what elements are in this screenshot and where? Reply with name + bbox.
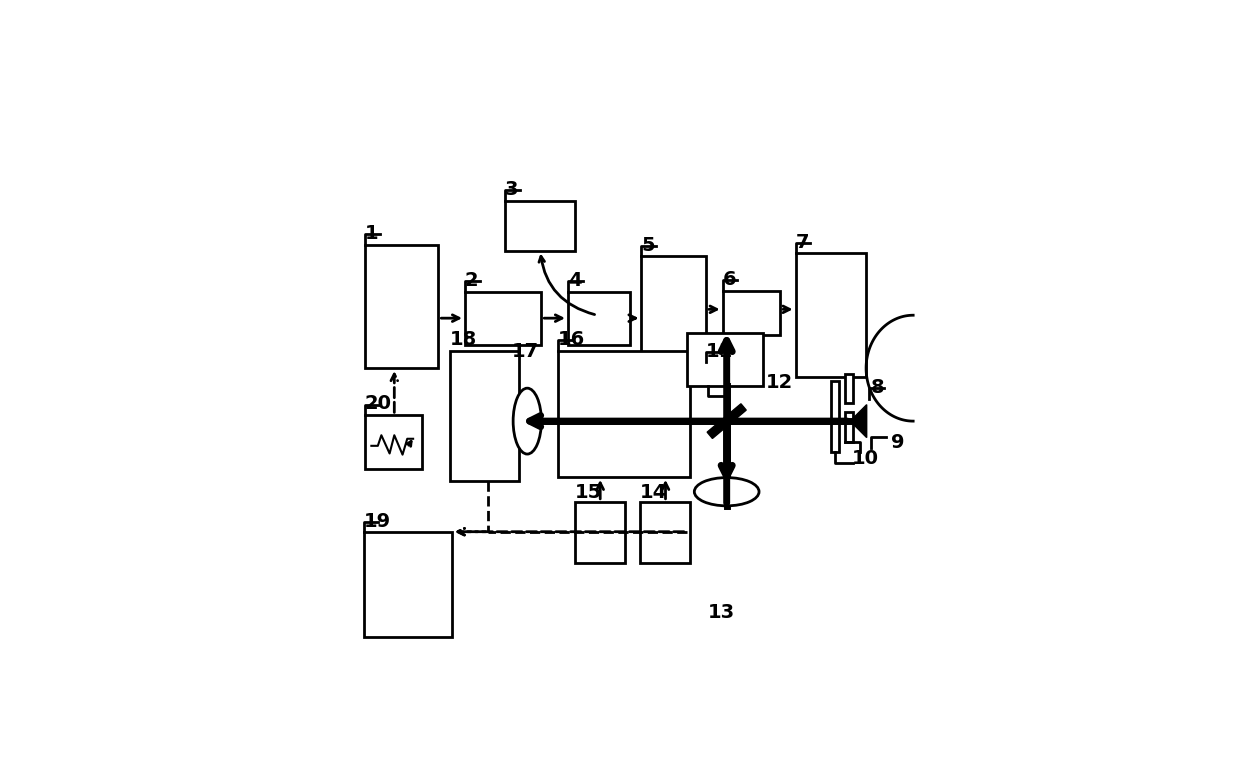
Text: 4: 4	[568, 271, 582, 290]
Bar	[505, 200, 575, 251]
Polygon shape	[851, 405, 867, 438]
Ellipse shape	[513, 388, 542, 454]
Text: 17: 17	[512, 342, 539, 361]
Bar	[450, 351, 520, 481]
Text: 19: 19	[363, 512, 391, 530]
Text: 20: 20	[365, 394, 392, 413]
Text: 2: 2	[465, 271, 479, 290]
Bar	[641, 257, 706, 359]
Text: 12: 12	[766, 373, 794, 392]
Bar	[568, 292, 630, 345]
Text: 6: 6	[723, 270, 737, 289]
Bar	[796, 254, 866, 377]
Text: 15: 15	[575, 483, 603, 502]
Bar	[365, 415, 422, 469]
Bar	[365, 244, 439, 368]
Text: 8: 8	[870, 378, 884, 397]
Text: 14: 14	[640, 483, 667, 502]
Text: 1: 1	[365, 224, 378, 243]
Text: 13: 13	[708, 604, 735, 623]
Bar	[844, 374, 853, 403]
Text: 9: 9	[892, 432, 905, 452]
Text: 5: 5	[641, 235, 655, 254]
Bar	[363, 533, 451, 637]
Text: 16: 16	[558, 330, 585, 348]
Bar	[575, 502, 625, 564]
Bar	[687, 333, 763, 386]
Ellipse shape	[694, 478, 759, 506]
Text: 11: 11	[706, 342, 733, 361]
Bar	[844, 413, 853, 442]
Text: 3: 3	[505, 180, 518, 199]
Bar	[831, 381, 839, 452]
Polygon shape	[707, 404, 746, 439]
Text: 18: 18	[450, 330, 477, 348]
Bar	[465, 292, 542, 345]
Bar	[723, 290, 780, 335]
Bar	[558, 351, 691, 477]
Bar	[640, 502, 691, 564]
Text: 7: 7	[796, 233, 808, 251]
Text: 10: 10	[852, 449, 879, 468]
